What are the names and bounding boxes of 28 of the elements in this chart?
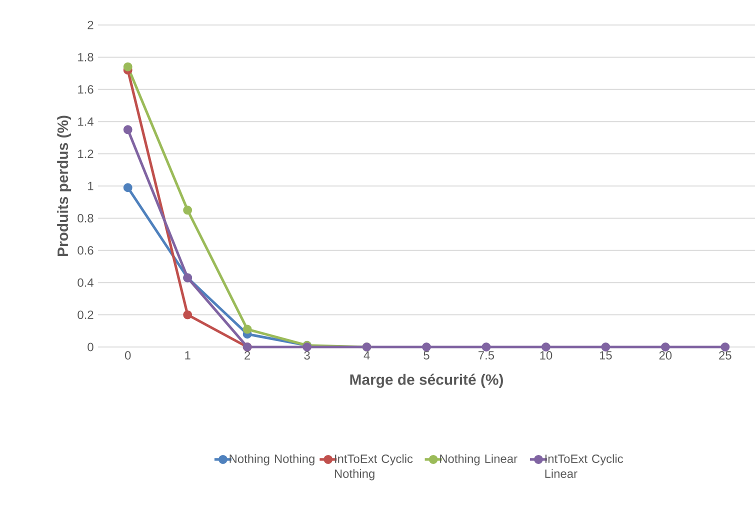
y-tick-label: 1	[88, 182, 94, 190]
y-tick-label: 0.6	[78, 246, 94, 255]
y-tick-label: 0.8	[78, 214, 94, 222]
y-tick-label: 0.2	[78, 310, 94, 320]
y-tick-label: 1.8	[78, 52, 94, 62]
x-tick-label: 20	[659, 351, 672, 360]
x-tick-label: 7.5	[478, 351, 494, 360]
y-tick-label: 1.4	[78, 117, 94, 126]
x-tick-label: 0	[125, 351, 131, 360]
legend-label: IntToExt Cyclic Nothing	[334, 454, 413, 480]
y-tick-label: 1.2	[78, 150, 94, 158]
x-tick-label: 10	[540, 351, 552, 360]
y-tick-label: 0.4	[78, 278, 94, 287]
x-tick-label: 4	[364, 351, 370, 360]
x-tick-label: 5	[424, 351, 430, 360]
y-tick-label: 2	[88, 20, 94, 30]
x-axis-title: Marge de sécurité (%)	[350, 374, 503, 388]
x-tick-label: 3	[304, 351, 310, 360]
y-tick-label: 0	[88, 342, 94, 352]
x-tick-label: 25	[719, 351, 732, 360]
y-tick-label: 1.6	[78, 85, 94, 94]
legend-label: IntToExt Cyclic Linear	[545, 454, 624, 478]
legend-label: Nothing Nothing	[230, 454, 314, 466]
legend-label: Nothing Linear	[440, 454, 518, 466]
x-tick-label: 1	[185, 351, 190, 360]
x-tick-label: 2	[244, 351, 250, 360]
x-tick-label: 15	[600, 351, 612, 360]
y-axis-title: Produits perdus (%)	[57, 116, 72, 256]
